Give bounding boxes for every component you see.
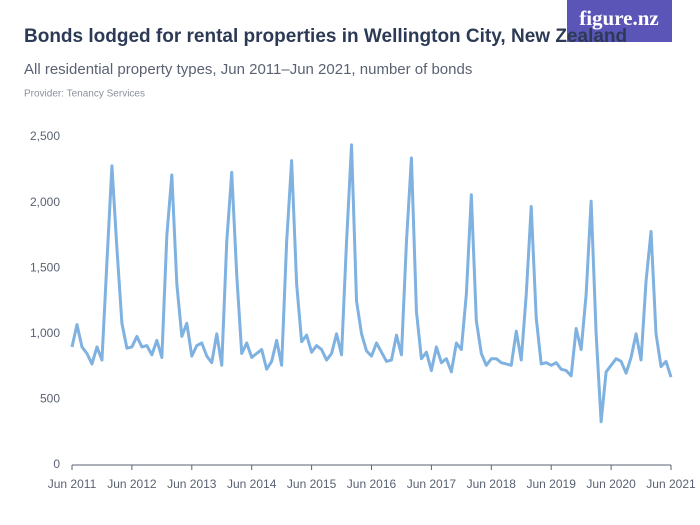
x-tick-label: Jun 2018: [467, 477, 517, 491]
logo-box: [567, 0, 672, 42]
y-tick-label: 500: [40, 392, 60, 406]
x-tick-label: Jun 2016: [347, 477, 397, 491]
x-tick-label: Jun 2020: [586, 477, 636, 491]
x-tick-label: Jun 2019: [527, 477, 577, 491]
x-tick-label: Jun 2021: [646, 477, 696, 491]
y-tick-label: 0: [53, 457, 60, 471]
x-tick-label: Jun 2014: [227, 477, 277, 491]
x-tick-label: Jun 2017: [407, 477, 457, 491]
x-tick-label: Jun 2011: [48, 477, 97, 491]
y-tick-label: 2,500: [30, 129, 60, 143]
chart-subtitle: All residential property types, Jun 2011…: [24, 61, 472, 78]
y-tick-label: 1,500: [30, 260, 60, 274]
x-tick-label: Jun 2013: [167, 477, 217, 491]
x-tick-label: Jun 2015: [287, 477, 337, 491]
y-tick-label: 1,000: [30, 326, 60, 340]
data-line: [70, 143, 673, 424]
chart-title: Bonds lodged for rental properties in We…: [24, 26, 627, 47]
provider: Provider: Tenancy Services: [24, 89, 145, 100]
y-tick-label: 2,000: [30, 195, 60, 209]
x-tick-label: Jun 2012: [107, 477, 157, 491]
logo: figure.nz: [579, 6, 659, 30]
